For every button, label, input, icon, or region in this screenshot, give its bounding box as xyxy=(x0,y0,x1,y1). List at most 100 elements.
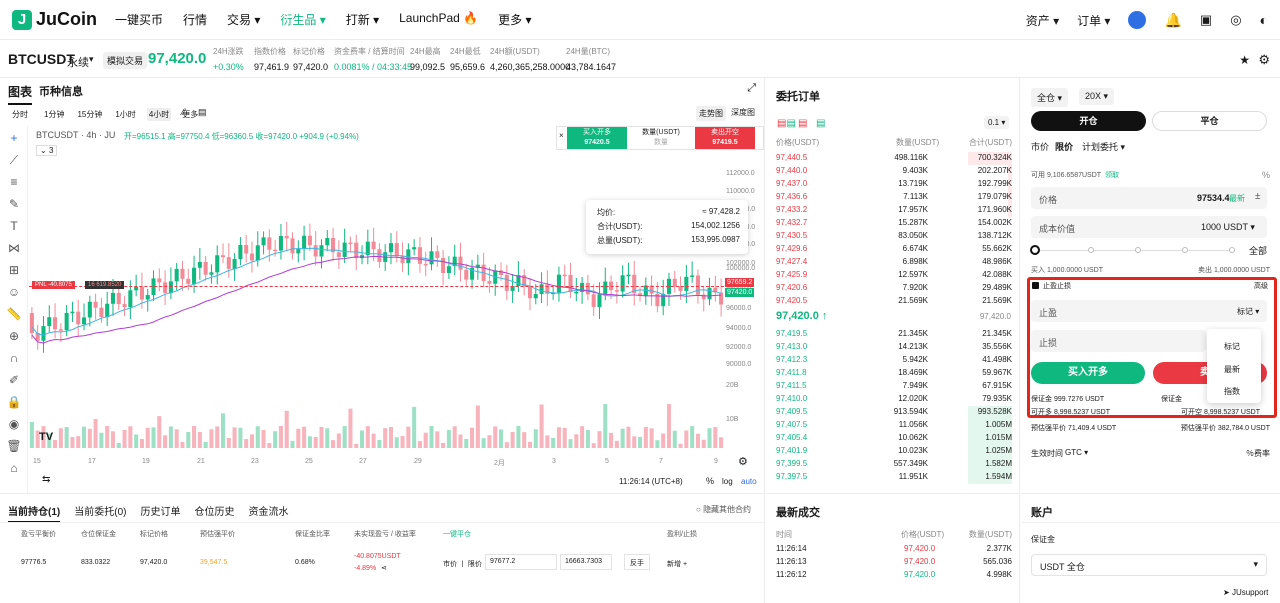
trendline-icon[interactable]: ⟋ xyxy=(9,153,19,167)
ask-row[interactable]: 97,433.2 17.957K 171.960K xyxy=(776,204,1012,217)
latest-button[interactable]: 最新 xyxy=(1229,194,1245,203)
slider-handle[interactable] xyxy=(1030,245,1040,255)
nav-item-6[interactable]: 更多 ▾ xyxy=(498,13,532,27)
ask-row[interactable]: 97,437.0 13.719K 192.799K xyxy=(776,178,1012,191)
nav-item-1[interactable]: 行情 xyxy=(183,13,208,27)
precision-select[interactable]: 0.1 ▾ xyxy=(984,116,1010,129)
type-limit[interactable]: 限价 xyxy=(1055,142,1074,152)
fib-icon[interactable]: ⊞ xyxy=(8,263,20,277)
view-candles[interactable]: 走势图 xyxy=(696,106,726,121)
close-icon[interactable]: × xyxy=(559,131,564,140)
brush-icon[interactable]: ✎ xyxy=(8,197,20,211)
quick-qty[interactable]: 数量(USDT) 数量 xyxy=(627,128,695,148)
eraser-icon[interactable]: ⌂ xyxy=(10,461,18,475)
close-price-input[interactable]: 97677.2 xyxy=(485,554,557,570)
text-icon[interactable]: T xyxy=(10,219,18,233)
slider-stop[interactable] xyxy=(1182,247,1188,253)
trash-icon[interactable]: 🗑 xyxy=(6,439,22,453)
bid-row[interactable]: 97,409.5 913.594K 993.528K xyxy=(776,406,1012,419)
interval-5[interactable]: 更多 xyxy=(182,110,199,119)
interval-3[interactable]: 1小时 xyxy=(115,110,136,119)
candlestick-chart[interactable] xyxy=(29,163,724,453)
chart-settings-icon[interactable]: ⚙ xyxy=(738,456,748,468)
claim-link[interactable]: 领取 xyxy=(1105,172,1119,179)
margin-asset-select[interactable]: USDT 全仓 ▾ xyxy=(1031,554,1267,576)
option-mark[interactable]: 标记 xyxy=(1224,342,1240,351)
leverage-select[interactable]: 20X ▾ xyxy=(1079,88,1115,105)
open-tab[interactable]: 开仓 xyxy=(1031,111,1146,131)
auto-toggle[interactable]: auto xyxy=(741,477,757,486)
bid-row[interactable]: 97,405.4 10.062K 1.015M xyxy=(776,432,1012,445)
bid-row[interactable]: 97,397.5 11.951K 1.594M xyxy=(776,471,1012,484)
zoom-in-icon[interactable]: ⊕ xyxy=(8,329,20,343)
theme-icon[interactable]: ◐ xyxy=(1259,12,1268,28)
avatar[interactable] xyxy=(1128,11,1147,29)
add-tpsl-button[interactable]: 新增 + xyxy=(667,561,688,568)
interval-2[interactable]: 15分钟 xyxy=(77,110,103,119)
percent-toggle[interactable]: % xyxy=(706,476,715,486)
price-axis[interactable]: 112000.0110000.0108000.0106000.0104000.0… xyxy=(726,78,764,458)
log-toggle[interactable]: log xyxy=(722,477,733,486)
lock-icon[interactable]: 🔒 xyxy=(6,395,22,409)
bid-row[interactable]: 97,413.0 14.213K 35.556K xyxy=(776,341,1012,354)
globe-icon[interactable]: ◎ xyxy=(1230,12,1242,27)
position-tab-2[interactable]: 历史订单 xyxy=(140,507,181,518)
download-icon[interactable]: ▣ xyxy=(1199,12,1213,27)
close-qty-input[interactable]: 16663.7303 xyxy=(560,554,612,570)
settings-icon[interactable]: ⚙ xyxy=(1258,52,1270,67)
fee-rate-link[interactable]: ％费率 xyxy=(1246,448,1270,459)
bell-icon[interactable]: 🔔 xyxy=(1164,11,1182,28)
adjust-icon[interactable]: ± xyxy=(1255,191,1261,202)
all-button[interactable]: 全部 xyxy=(1249,246,1268,256)
type-market[interactable]: 市价 xyxy=(1031,142,1050,152)
crosshair-icon[interactable]: + xyxy=(10,131,18,145)
close-tab[interactable]: 平仓 xyxy=(1152,111,1267,131)
position-tab-1[interactable]: 当前委托(0) xyxy=(74,507,127,518)
bid-row[interactable]: 97,411.5 7.949K 67.915K xyxy=(776,380,1012,393)
ask-row[interactable]: 97,425.9 12.597K 42.088K xyxy=(776,269,1012,282)
slider-stop[interactable] xyxy=(1088,247,1094,253)
fee-icon[interactable]: % xyxy=(1261,170,1270,180)
symbol-dropdown-icon[interactable]: ▾ xyxy=(89,54,94,64)
tpsl-checkbox[interactable] xyxy=(1032,282,1039,289)
symbol[interactable]: BTCUSDT xyxy=(8,51,75,67)
indicator-icon[interactable]: ⁄⁄ xyxy=(182,107,186,117)
quick-buy-button[interactable]: 买入开多 97420.5 xyxy=(567,127,627,149)
price-input[interactable]: 价格 97534.4 最新 ± xyxy=(1031,187,1267,209)
ruler-icon[interactable]: 📏 xyxy=(6,307,22,321)
ask-row[interactable]: 97,432.7 15.287K 154.002K xyxy=(776,217,1012,230)
close-mode-select[interactable]: 市价 丨 限价 xyxy=(443,561,482,568)
option-latest[interactable]: 最新 xyxy=(1224,365,1240,374)
buy-long-button[interactable]: 买入开多 xyxy=(1031,362,1145,384)
position-tab-3[interactable]: 仓位历史 xyxy=(194,507,235,518)
eye-icon[interactable]: ◉ xyxy=(8,417,20,431)
share-icon[interactable]: ⋖ xyxy=(381,565,387,572)
tab-chart[interactable]: 图表 xyxy=(8,83,33,105)
position-header[interactable]: 一键平仓 xyxy=(443,531,471,538)
hide-other-toggle[interactable]: ○ 隐藏其他合约 xyxy=(696,504,751,515)
nav-orders[interactable]: 订单 ▾ xyxy=(1077,13,1111,28)
pattern-icon[interactable]: ⋈ xyxy=(8,241,20,255)
support-chat[interactable]: ➤ JUsupport xyxy=(1223,588,1268,597)
tab-coin-info[interactable]: 币种信息 xyxy=(39,86,83,98)
advanced-link[interactable]: 高级 xyxy=(1254,283,1268,290)
cost-input[interactable]: 成本价值 1000 USDT ▾ xyxy=(1031,216,1267,238)
goto-date-icon[interactable]: ⇆ xyxy=(42,474,51,485)
bid-row[interactable]: 97,412.3 5.942K 41.498K xyxy=(776,354,1012,367)
nav-assets[interactable]: 资产 ▾ xyxy=(1025,13,1060,28)
type-plan[interactable]: 计划委托 ▾ xyxy=(1082,142,1126,152)
tif-select[interactable]: GTC ▾ xyxy=(1065,448,1089,457)
position-tab-0[interactable]: 当前持仓(1) xyxy=(8,503,61,523)
book-bids-icon[interactable]: ▤ xyxy=(816,118,826,129)
margin-mode-select[interactable]: 全仓 ▾ xyxy=(1031,88,1069,107)
book-asks-icon[interactable]: ▤ xyxy=(798,118,808,129)
ask-row[interactable]: 97,427.4 6.898K 48.986K xyxy=(776,256,1012,269)
option-index[interactable]: 指数 xyxy=(1224,387,1240,396)
nav-item-3[interactable]: 衍生品 ▾ xyxy=(280,13,326,27)
star-icon[interactable]: ★ xyxy=(1239,53,1250,67)
nav-item-4[interactable]: 打新 ▾ xyxy=(345,13,380,27)
slider-stop[interactable] xyxy=(1229,247,1235,253)
ask-row[interactable]: 97,436.6 7.113K 179.079K xyxy=(776,191,1012,204)
ask-row[interactable]: 97,440.0 9.403K 202.207K xyxy=(776,165,1012,178)
interval-0[interactable]: 分时 xyxy=(12,110,28,119)
